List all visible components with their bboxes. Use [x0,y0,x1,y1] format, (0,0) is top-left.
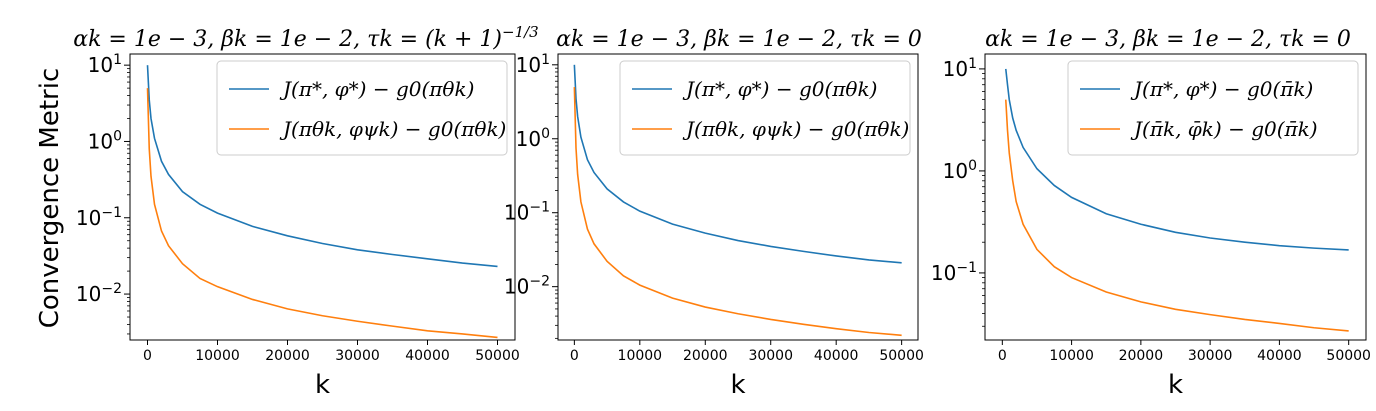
legend-entry: J(πθk, φψk) − g0(πθk) [682,117,909,141]
legend-box [619,60,911,156]
x-tick-label: 10000 [1049,348,1094,364]
y-tick-label: 10−2 [76,281,122,306]
y-tick-label: 10−1 [931,260,977,285]
x-tick-label: 20000 [265,348,310,364]
y-tick-label: 101 [516,52,550,77]
x-axis-label: k [730,370,745,400]
legend-entry: J(π*, φ*) − g0(πθk) [279,77,474,101]
x-tick-label: 0 [570,348,579,364]
legend-entry: J(πθk, φψk) − g0(πθk) [279,117,506,141]
x-tick-label: 40000 [405,348,450,364]
series-line-2 [573,87,902,337]
x-tick-label: 20000 [1119,348,1164,364]
series-line-2 [1004,99,1349,332]
x-tick-label: 40000 [1257,348,1302,364]
plot-frame [557,53,919,341]
x-tick-label: 10000 [195,348,240,364]
x-tick-label: 0 [998,348,1007,364]
x-tick-label: 50000 [879,348,924,364]
x-tick-label: 30000 [335,348,380,364]
y-axis-label: Convergence Metric [35,68,65,329]
legend-entry: J(π*, φ*) − g0(πθk) [682,77,877,101]
legend: J(π*, φ*) − g0(π̄k) J(π̄k, φ̄k) − g0(π̄k) [1067,60,1359,156]
y-tick-label: 10−1 [504,200,550,225]
y-tick-label: 10−2 [504,274,550,299]
series-line-1 [146,65,498,268]
chart-panel-2: αk = 1e − 3, βk = 1e − 2, τk = 0 0 10000 20… [504,27,924,400]
legend-entry: J(π*, φ*) − g0(π̄k) [1130,77,1313,101]
y-tick-label: 10−1 [76,205,122,230]
chart-title: αk = 1e − 3, βk = 1e − 2, τk = 0 [985,27,1351,52]
panels: αk = 1e − 3, βk = 1e − 2, τk = (k + 1)−1… [73,23,1371,400]
legend-box [216,60,508,156]
legend-box [1067,60,1359,156]
chart-panel-1: αk = 1e − 3, βk = 1e − 2, τk = (k + 1)−1… [73,23,538,400]
plot-frame [129,53,516,341]
x-tick-label: 20000 [683,348,728,364]
x-tick-label: 50000 [475,348,520,364]
y-tick-label: 100 [943,158,977,183]
chart-title: αk = 1e − 3, βk = 1e − 2, τk = 0 [556,27,922,52]
x-tick-label: 30000 [748,348,793,364]
legend-entry: J(π̄k, φ̄k) − g0(π̄k) [1130,117,1318,141]
x-tick-label: 10000 [618,348,663,364]
y-tick-label: 101 [943,56,977,81]
x-tick-label: 40000 [814,348,859,364]
chart-title: αk = 1e − 3, βk = 1e − 2, τk = (k + 1)−1… [73,23,538,52]
x-tick-label: 0 [143,348,152,364]
legend: J(π*, φ*) − g0(πθk) J(πθk, φψk) − g0(πθk) [619,60,911,156]
x-axis-label: k [315,370,330,400]
legend: J(π*, φ*) − g0(πθk) J(πθk, φψk) − g0(πθk) [216,60,508,156]
series-line-2 [146,88,498,339]
x-axis-label: k [1168,370,1183,400]
chart-panel-3: αk = 1e − 3, βk = 1e − 2, τk = 0 0 10000 20… [931,27,1371,400]
x-tick-label: 30000 [1188,348,1233,364]
series-line-1 [1004,68,1349,251]
series-line-1 [573,64,902,264]
plot-frame [984,53,1367,341]
x-tick-label: 50000 [1326,348,1371,364]
y-tick-label: 101 [88,52,122,77]
y-tick-label: 100 [88,128,122,153]
y-tick-label: 100 [516,126,550,151]
